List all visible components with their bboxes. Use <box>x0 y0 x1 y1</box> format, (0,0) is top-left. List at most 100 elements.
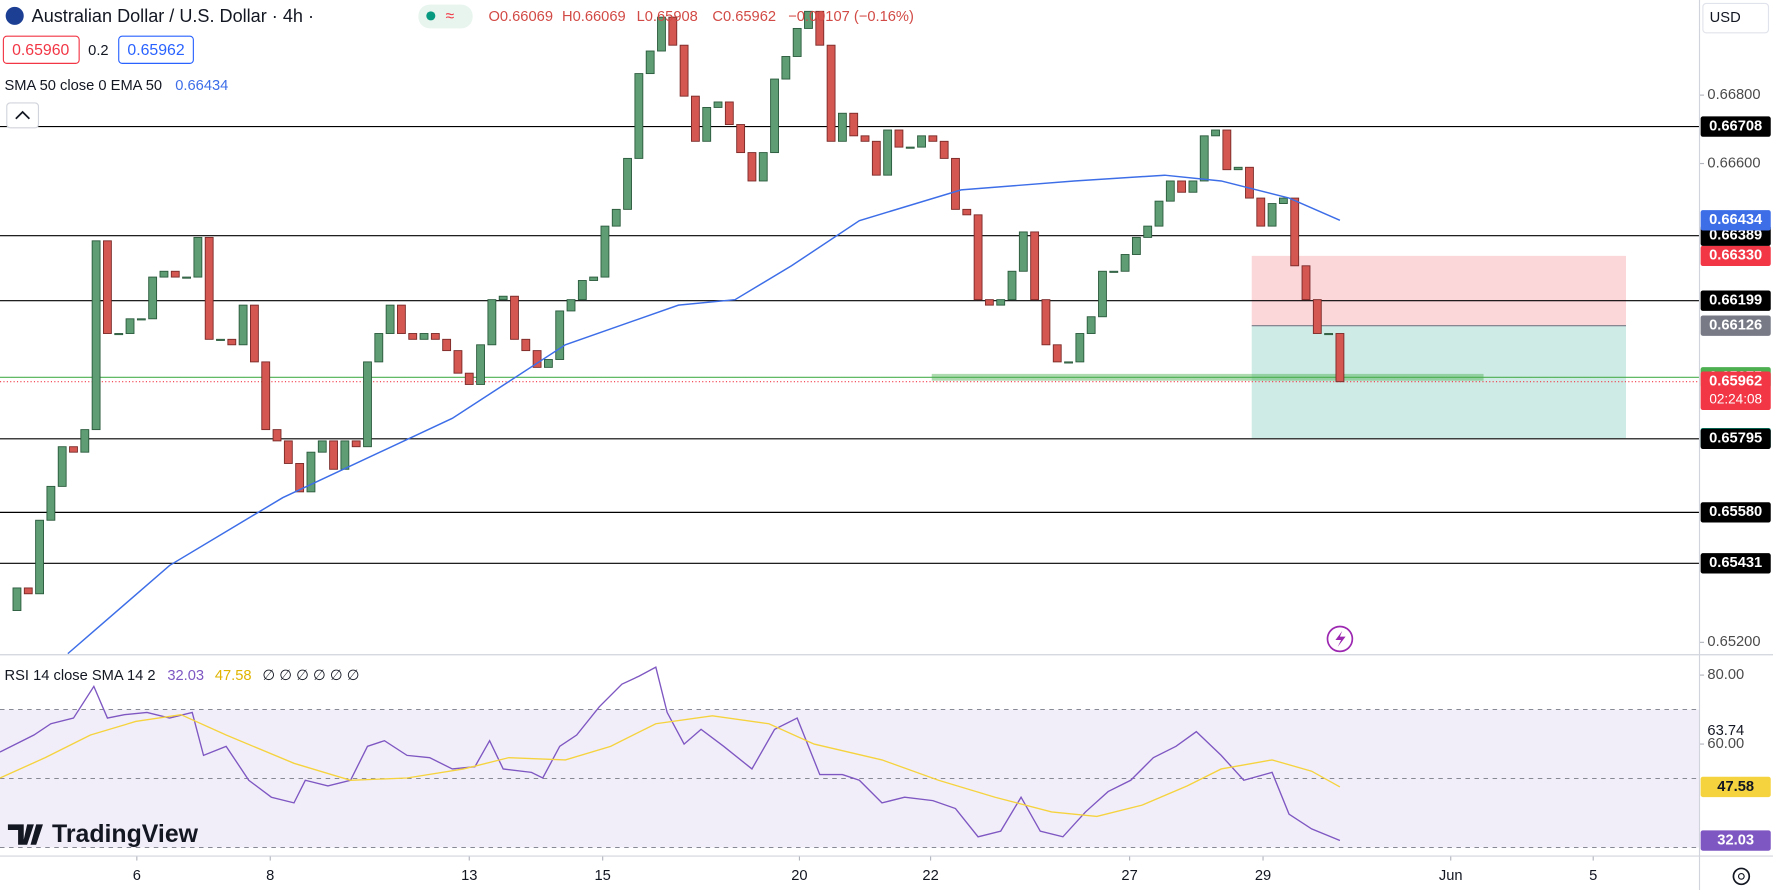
candle-body <box>657 16 666 52</box>
candle-body <box>487 299 497 346</box>
candle-body <box>329 440 338 470</box>
candle-body <box>973 214 983 301</box>
candle-body <box>1301 265 1311 301</box>
candle-body <box>1233 166 1243 171</box>
candle-body <box>1199 135 1209 182</box>
candle-body <box>91 240 101 431</box>
candle-body <box>216 338 225 341</box>
candle-body <box>317 440 327 453</box>
x-tick-label: 15 <box>595 868 611 884</box>
indicator-value: 0.66434 <box>175 78 228 94</box>
stop-badge <box>1700 245 1771 267</box>
level-badge <box>1700 553 1771 574</box>
level-label: 0.66389 <box>1709 228 1762 244</box>
candle-body <box>464 372 474 385</box>
y-tick-label: 0.65200 <box>1707 634 1760 650</box>
candle-body <box>1165 180 1175 202</box>
candle-body <box>804 10 813 29</box>
flag-icon <box>5 6 24 25</box>
candle-body <box>272 429 282 442</box>
candle-body <box>905 146 915 149</box>
candle-body <box>385 304 395 334</box>
rsi-value: 32.03 <box>167 668 204 684</box>
currency-button[interactable] <box>1702 2 1770 34</box>
candle-body <box>295 463 305 493</box>
candle-body <box>1143 225 1153 238</box>
candle-body <box>306 451 316 493</box>
level-label: 0.65795 <box>1709 431 1762 447</box>
zone-band <box>931 373 1484 381</box>
candle-body <box>1064 361 1073 364</box>
rsi-label: 32.03 <box>1717 832 1754 848</box>
event-bolt <box>1335 631 1346 647</box>
candle-body <box>1177 180 1187 193</box>
marks-layer <box>0 10 1345 842</box>
rsi-title: RSI 14 close SMA 14 2 <box>5 668 156 684</box>
watermark: TradingView <box>52 820 199 848</box>
sell-button[interactable] <box>2 35 80 64</box>
candle-body <box>849 112 859 137</box>
candle-body <box>521 338 531 352</box>
candle-body <box>374 333 384 363</box>
candle-body <box>159 270 169 278</box>
candle-body <box>758 152 768 182</box>
candle-body <box>238 304 248 346</box>
ohlc-legend: C0.65962 <box>712 9 776 25</box>
rsi-line <box>0 666 1341 842</box>
bid-price: 0.65960 <box>12 42 69 59</box>
x-tick-label: 5 <box>1589 868 1597 884</box>
settings-icon[interactable] <box>1732 867 1751 886</box>
candle-body <box>114 333 124 336</box>
candle-body <box>611 208 621 227</box>
x-tick-label: 13 <box>461 868 477 884</box>
candle-body <box>871 140 881 176</box>
level-badge <box>1700 225 1771 246</box>
candle-body <box>170 270 180 278</box>
candle-body <box>430 333 440 340</box>
candle-body <box>103 240 112 334</box>
indicator-label: SMA 50 close 0 EMA 50 <box>5 78 163 94</box>
candle-body <box>35 519 44 595</box>
buy-button[interactable] <box>118 35 194 64</box>
level-badge <box>1700 502 1771 523</box>
candle-body <box>1075 333 1085 363</box>
candle-body <box>623 157 632 210</box>
candle-body <box>589 276 599 281</box>
candle-body <box>1120 254 1130 272</box>
candle-body <box>261 361 271 431</box>
rsi-sma-value: 47.58 <box>215 668 252 684</box>
countdown: 02:24:08 <box>1709 391 1762 406</box>
ema-label: 0.66434 <box>1709 212 1763 228</box>
candle-body <box>46 485 56 521</box>
candle-body <box>679 44 689 97</box>
candle-body <box>351 440 361 448</box>
candle-body <box>894 129 904 148</box>
candle-body <box>555 310 565 360</box>
status-pill[interactable] <box>418 4 473 29</box>
level-label: 0.65580 <box>1709 504 1762 520</box>
candle-body <box>747 152 757 182</box>
rsi-badge <box>1700 830 1771 851</box>
candle-body <box>566 299 576 312</box>
candle-body <box>917 135 926 148</box>
ohlc-legend: −0.00107 (−0.16%) <box>788 9 914 25</box>
candle-body <box>792 27 802 57</box>
x-tick-label: 20 <box>791 868 807 884</box>
candle-body <box>1052 344 1062 363</box>
candle-body <box>408 333 418 340</box>
candle-body <box>996 299 1006 306</box>
candle-body <box>1086 316 1096 334</box>
candle-body <box>1041 299 1051 346</box>
candle-body <box>510 295 519 340</box>
x-tick-label: 29 <box>1255 868 1271 884</box>
candle-body <box>397 304 406 334</box>
candle-body <box>69 446 78 453</box>
candle-body <box>476 344 485 385</box>
collapse-button[interactable] <box>6 102 40 129</box>
candle-body <box>532 350 542 368</box>
settings-icon-center <box>1737 872 1745 880</box>
candle-body <box>1335 333 1345 383</box>
